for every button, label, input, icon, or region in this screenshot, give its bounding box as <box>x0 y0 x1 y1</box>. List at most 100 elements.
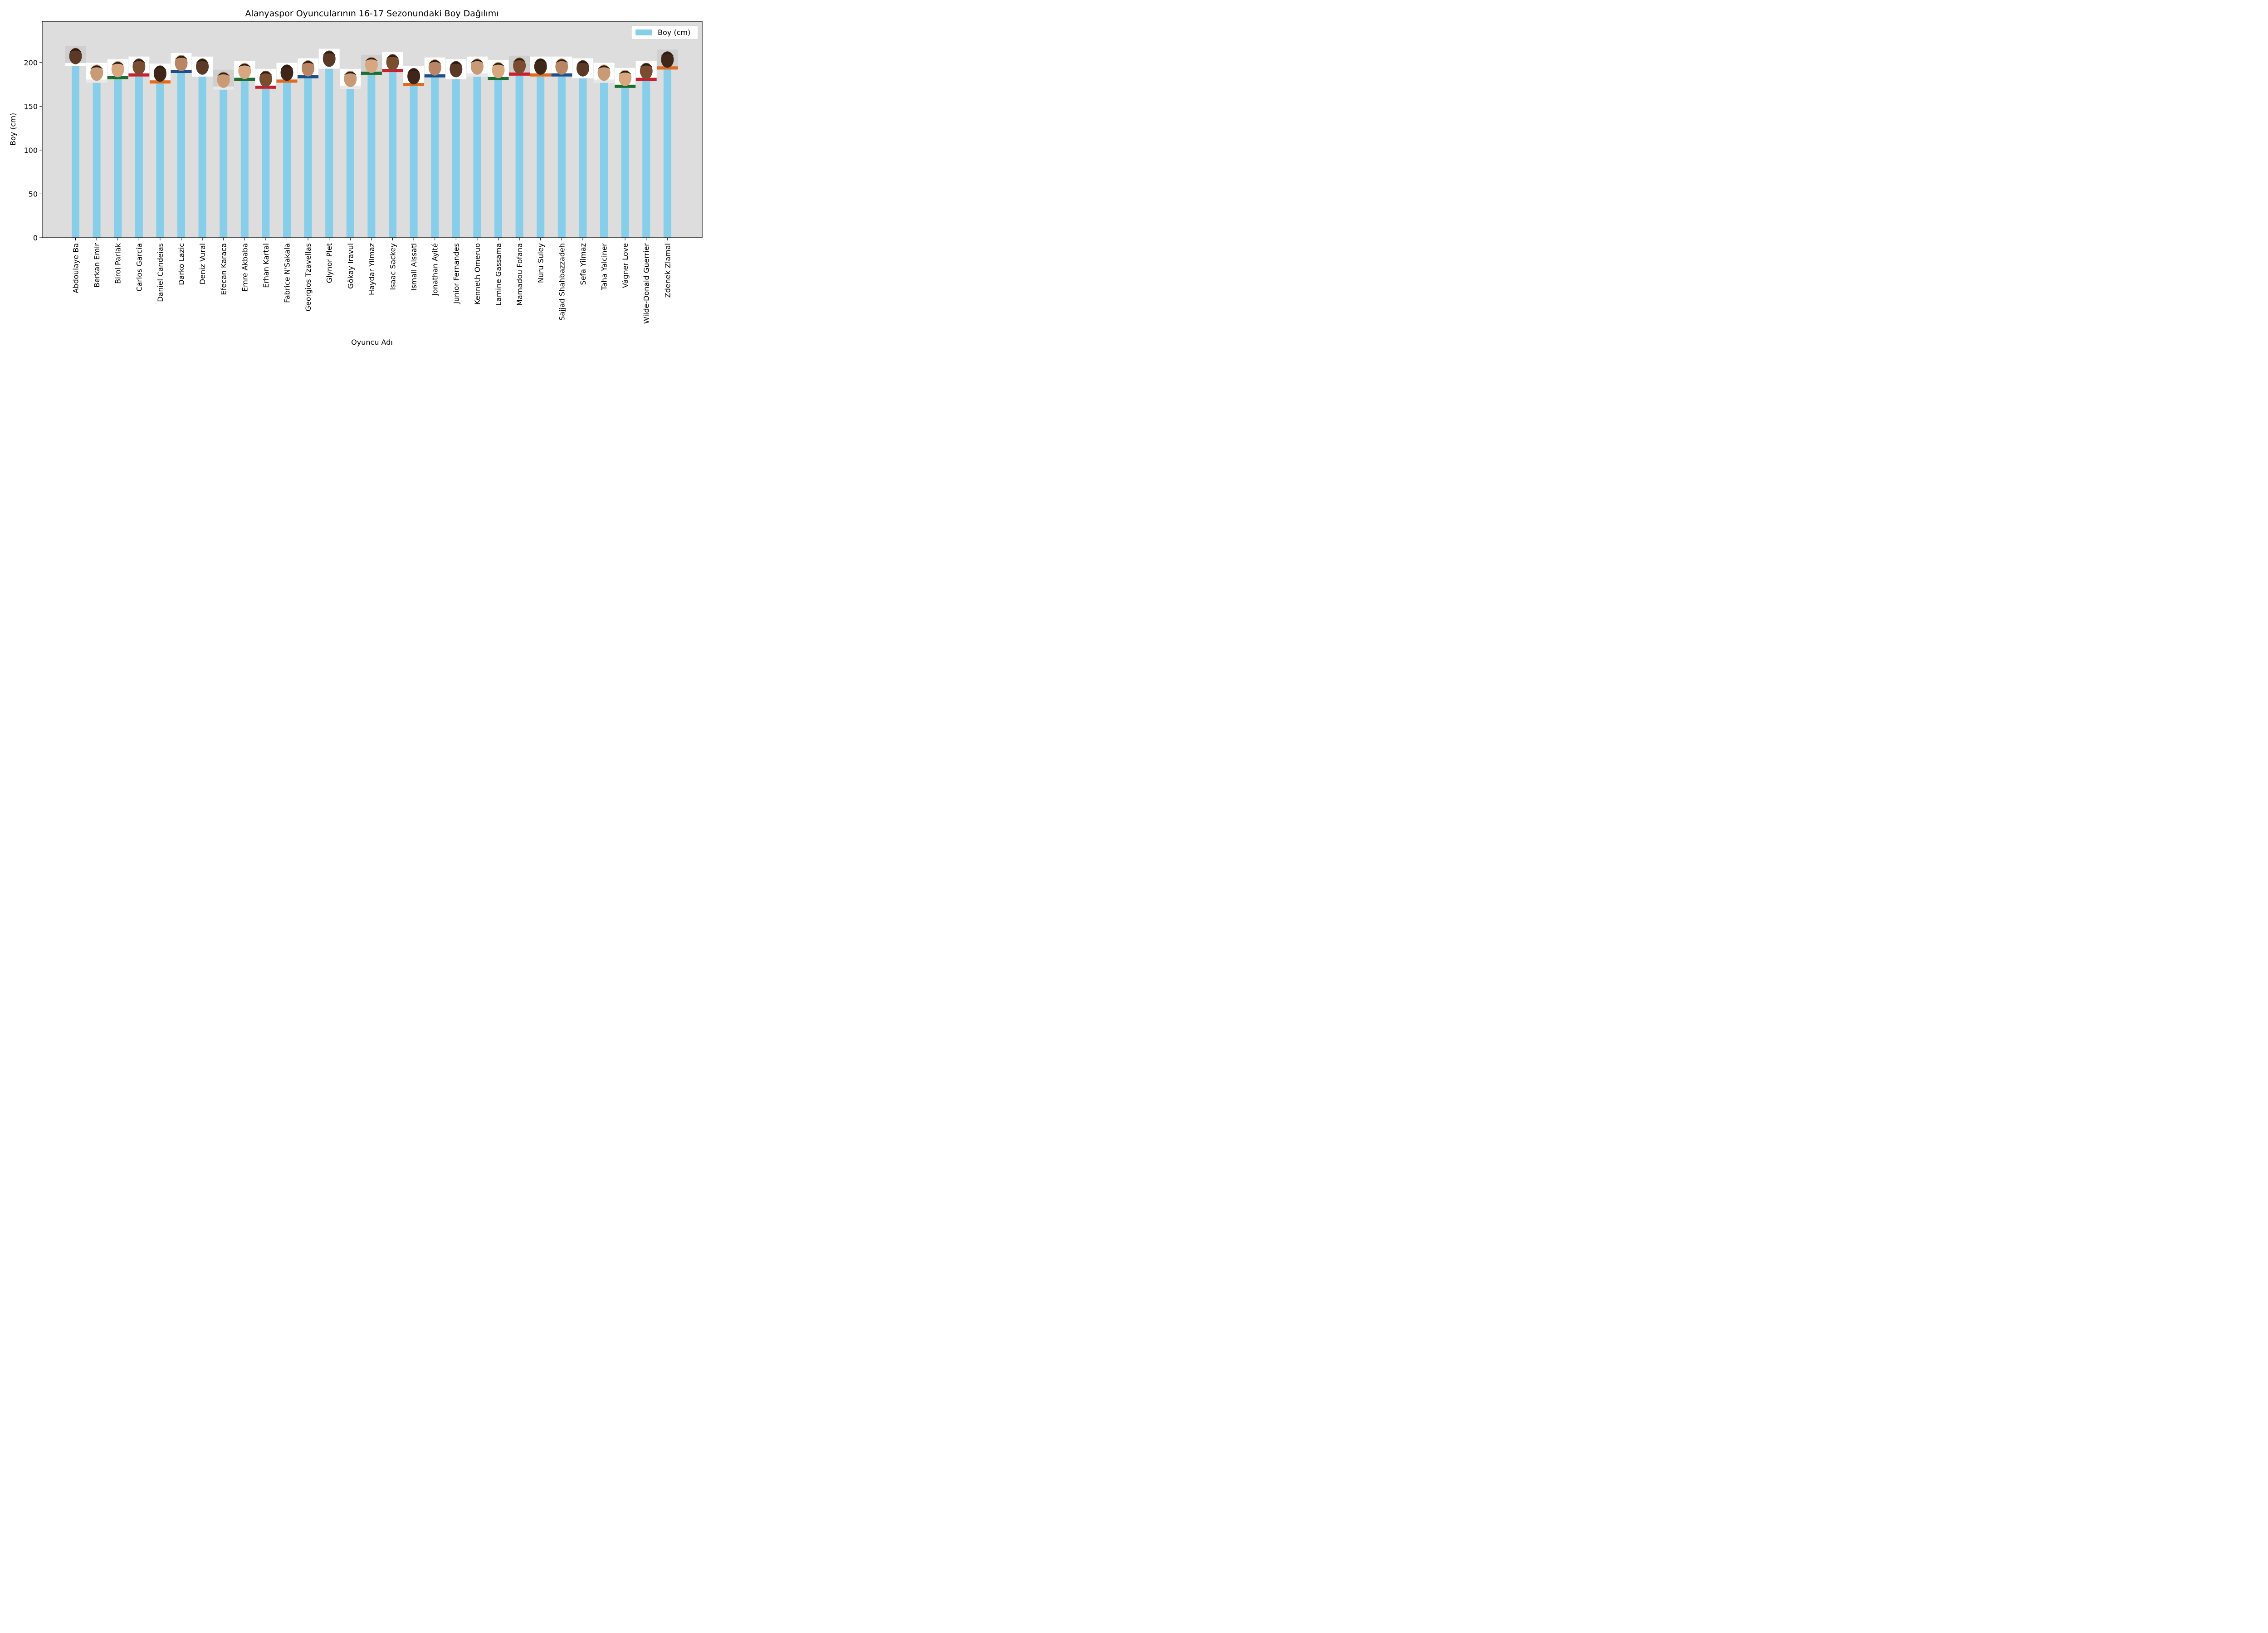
player-photo <box>445 59 467 79</box>
player-photo <box>107 59 128 79</box>
player-photo <box>466 56 488 77</box>
player-photo <box>192 56 213 77</box>
player-photo <box>593 63 615 83</box>
bar <box>642 80 650 238</box>
y-tick-label: 150 <box>24 102 38 111</box>
player-photo <box>234 61 255 81</box>
x-tick-label: Lamine Gassama <box>494 243 503 306</box>
player-photo <box>572 58 593 78</box>
x-tick-label: Taha Yalciner <box>600 243 609 291</box>
chart-title: Alanyaspor Oyuncularının 16-17 Sezonunda… <box>245 9 499 19</box>
bar <box>663 68 671 238</box>
x-tick-label: Daniel Candeias <box>156 243 165 302</box>
bar <box>135 75 143 238</box>
legend-label: Boy (cm) <box>658 28 690 37</box>
bar <box>494 79 502 238</box>
player-photo <box>128 56 150 77</box>
player-photo <box>551 56 572 77</box>
bar <box>220 88 228 238</box>
bar <box>114 78 122 238</box>
player-photo <box>149 64 171 84</box>
bar <box>198 75 206 238</box>
player-photo <box>424 57 445 78</box>
y-tick-label: 100 <box>24 146 38 155</box>
bar <box>72 65 79 238</box>
bar <box>346 88 354 238</box>
plot-frame <box>42 21 703 238</box>
x-tick-label: Birol Parlak <box>114 243 122 284</box>
player-photo <box>488 60 509 80</box>
player-photo <box>298 58 319 78</box>
x-tick-label: Isaac Sackey <box>389 243 397 290</box>
bar <box>515 74 523 238</box>
player-photo <box>635 61 657 81</box>
y-tick-label: 50 <box>29 190 38 198</box>
bar <box>473 75 481 238</box>
bars-group <box>72 65 671 238</box>
bar <box>262 88 270 238</box>
bar <box>240 80 249 238</box>
x-tick-label: Vágner Love <box>621 243 630 288</box>
x-tick-label: Mamadou Fofana <box>515 243 524 306</box>
player-photo <box>382 52 403 73</box>
player-photo <box>213 69 234 90</box>
player-photo <box>171 53 192 73</box>
legend-swatch <box>635 29 652 35</box>
x-tick-label: Ismail Aissati <box>410 243 418 291</box>
bar <box>410 85 418 238</box>
x-tick-label: Glynor Plet <box>325 243 334 283</box>
player-photos-group <box>65 46 678 90</box>
bar <box>156 83 164 238</box>
player-photo <box>318 49 340 69</box>
player-photo <box>340 68 361 89</box>
player-photo <box>509 55 530 76</box>
y-axis: 0 50 100 150 200 <box>24 59 42 242</box>
player-photo <box>255 68 276 89</box>
bar <box>367 73 376 238</box>
x-tick-label: Sefa Yilmaz <box>579 243 587 285</box>
y-axis-label: Boy (cm) <box>9 113 17 146</box>
x-axis-label: Oyuncu Adı <box>351 338 393 347</box>
x-tick-label: Haydar Yilmaz <box>367 243 376 295</box>
x-tick-label: Georgios Tzavellas <box>304 243 313 311</box>
x-tick-label: Fabrice N'Sakala <box>283 243 292 303</box>
x-tick-label: Wilde-Donald Guerrier <box>642 243 651 324</box>
x-tick-label: Efecan Karaca <box>220 243 228 295</box>
bar <box>283 82 291 238</box>
player-photo <box>65 46 86 66</box>
bar <box>325 68 333 238</box>
bar <box>579 77 587 238</box>
x-tick-label: Berkan Emir <box>93 243 101 288</box>
bar-chart: 0 50 100 150 200 Abdoulaye Ba Berkan Emir Biro… <box>0 0 711 356</box>
bar <box>557 75 566 238</box>
x-tick-label: Nuru Suley <box>537 243 545 283</box>
x-tick-label: Abdoulaye Ba <box>72 243 80 293</box>
bar <box>93 82 101 238</box>
x-tick-label: Kenneth Omeruo <box>473 243 482 305</box>
player-photo <box>530 56 551 77</box>
x-tick-label: Gökay Iravul <box>346 243 355 289</box>
player-photo <box>86 63 108 83</box>
y-tick-label: 200 <box>24 59 38 67</box>
legend-box <box>631 25 699 40</box>
bar <box>304 77 312 238</box>
x-tick-label: Darko Lazic <box>177 243 186 285</box>
x-axis: Abdoulaye Ba Berkan Emir Birol Parlak Carlo… <box>72 238 672 324</box>
x-tick-label: Erhan Kartal <box>262 243 270 288</box>
x-tick-label: Carlos García <box>135 243 143 292</box>
x-tick-label: Emre Akbaba <box>240 243 249 292</box>
player-photo <box>657 49 678 70</box>
bar <box>621 87 629 238</box>
x-tick-label: Junior Fernandes <box>452 243 460 304</box>
x-tick-label: Deniz Vural <box>198 243 207 284</box>
player-photo <box>276 63 298 83</box>
legend: Boy (cm) <box>631 25 699 40</box>
bar <box>389 71 396 238</box>
bar <box>177 72 185 238</box>
player-photo <box>403 66 425 86</box>
bar <box>600 82 608 238</box>
bar <box>452 78 460 238</box>
bar <box>537 75 545 238</box>
bar <box>431 76 439 238</box>
x-tick-label: Jonathan Ayité <box>431 243 440 296</box>
